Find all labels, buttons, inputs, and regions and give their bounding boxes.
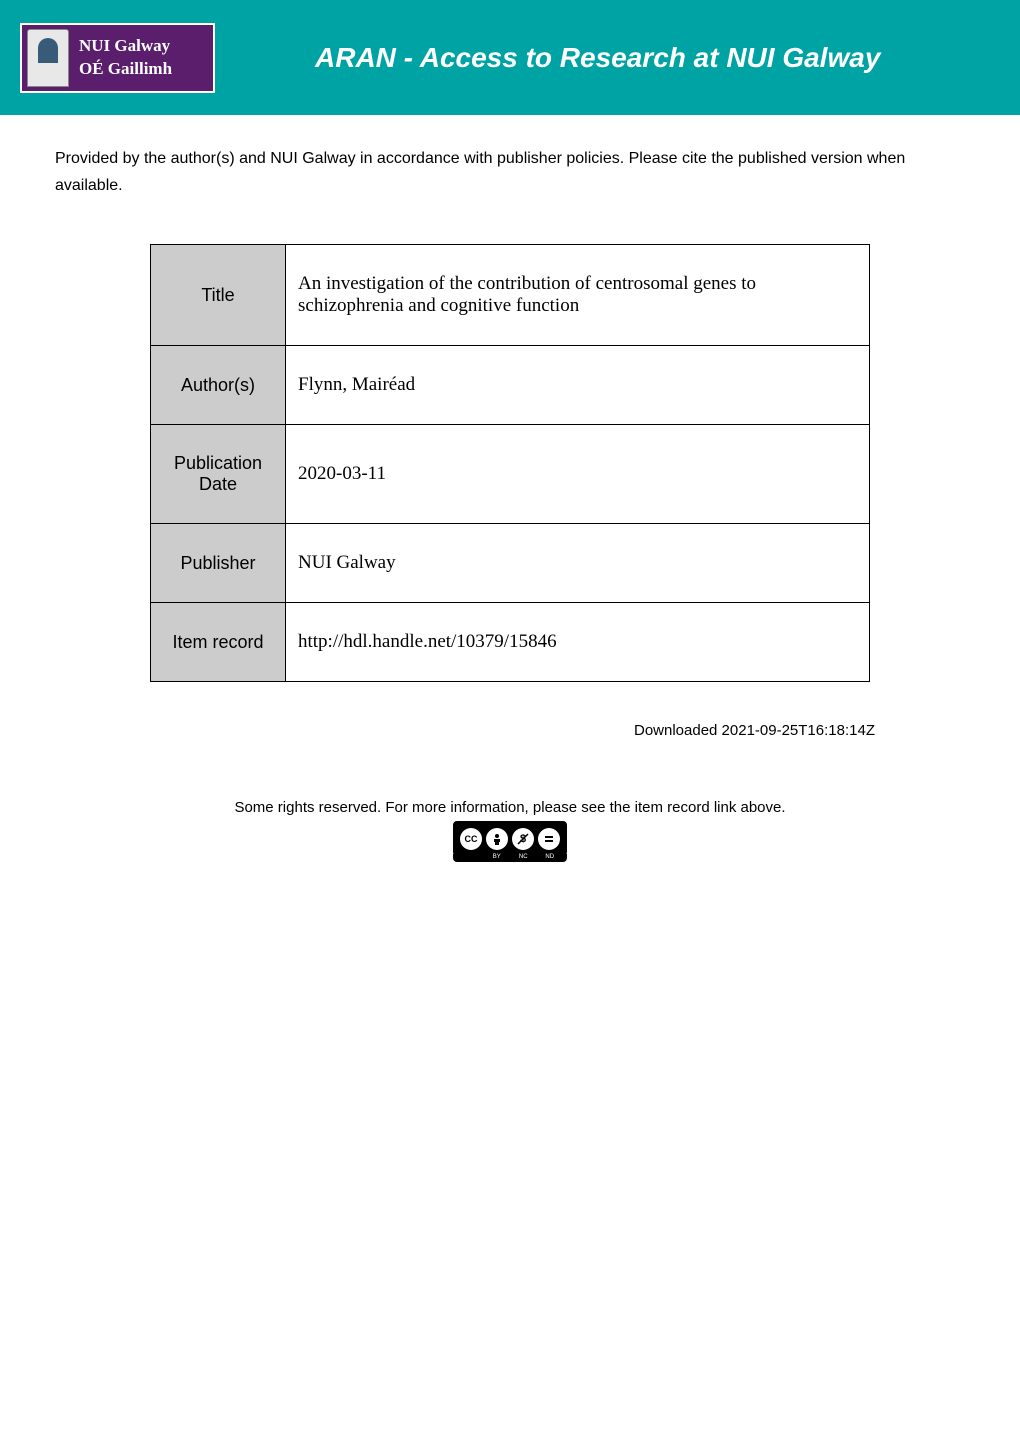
- logo-text: NUI Galway OÉ Gaillimh: [79, 35, 172, 79]
- nui-galway-logo: NUI Galway OÉ Gaillimh: [20, 23, 215, 93]
- logo-line-2: OÉ Gaillimh: [79, 58, 172, 80]
- table-row: Item record http://hdl.handle.net/10379/…: [151, 603, 870, 682]
- table-row: Author(s) Flynn, Mairéad: [151, 346, 870, 425]
- itemrecord-value: http://hdl.handle.net/10379/15846: [286, 603, 870, 682]
- table-row: Title An investigation of the contributi…: [151, 245, 870, 346]
- banner-title: ARAN - Access to Research at NUI Galway: [315, 42, 880, 74]
- rights-container: Some rights reserved. For more informati…: [55, 799, 965, 865]
- publisher-value: NUI Galway: [286, 524, 870, 603]
- authors-label: Author(s): [151, 346, 286, 425]
- nd-icon: [538, 828, 560, 850]
- logo-crest-icon: [27, 29, 69, 87]
- nc-icon: $: [512, 828, 534, 850]
- logo-line-1: NUI Galway: [79, 35, 172, 57]
- by-icon: [486, 828, 508, 850]
- downloaded-timestamp: Downloaded 2021-09-25T16:18:14Z: [55, 722, 965, 739]
- authors-value: Flynn, Mairéad: [286, 346, 870, 425]
- title-value: An investigation of the contribution of …: [286, 245, 870, 346]
- title-label: Title: [151, 245, 286, 346]
- cc-icon: CC: [460, 828, 482, 850]
- pubdate-label: Publication Date: [151, 425, 286, 524]
- metadata-table: Title An investigation of the contributi…: [150, 244, 870, 682]
- nd-label: ND: [539, 854, 561, 860]
- itemrecord-label: Item record: [151, 603, 286, 682]
- by-label: BY: [486, 854, 508, 860]
- cc-license-badge: CC $ BY NC ND: [453, 821, 567, 862]
- table-row: Publisher NUI Galway: [151, 524, 870, 603]
- content-area: Provided by the author(s) and NUI Galway…: [0, 115, 1020, 895]
- publisher-label: Publisher: [151, 524, 286, 603]
- rights-text: Some rights reserved. For more informati…: [55, 799, 965, 816]
- table-row: Publication Date 2020-03-11: [151, 425, 870, 524]
- provided-by-text: Provided by the author(s) and NUI Galway…: [55, 145, 965, 199]
- nc-label: NC: [512, 854, 534, 860]
- pubdate-value: 2020-03-11: [286, 425, 870, 524]
- header-banner: NUI Galway OÉ Gaillimh ARAN - Access to …: [0, 0, 1020, 115]
